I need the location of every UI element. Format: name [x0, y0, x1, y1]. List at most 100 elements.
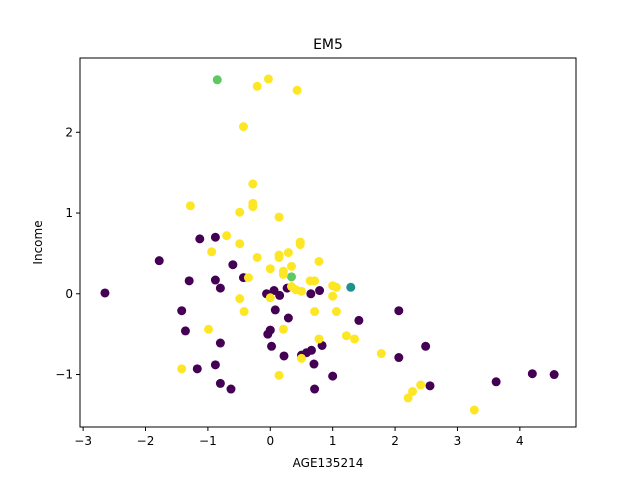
data-point-purple	[228, 260, 238, 270]
data-point-yellow	[314, 334, 324, 344]
y-tick-label: −1	[55, 368, 73, 382]
data-point-purple	[267, 341, 277, 351]
data-point-purple	[527, 369, 537, 379]
data-point-yellow	[235, 207, 245, 217]
data-point-yellow	[252, 81, 262, 91]
data-point-yellow	[238, 122, 248, 132]
data-point-purple	[279, 351, 289, 361]
data-point-purple	[425, 381, 435, 391]
data-point-green	[287, 272, 296, 282]
data-point-purple	[210, 232, 220, 242]
data-point-purple	[265, 325, 275, 335]
data-point-yellow	[310, 307, 320, 317]
data-point-purple	[215, 283, 225, 293]
data-point-purple	[549, 370, 559, 380]
data-point-yellow	[185, 201, 195, 211]
x-tick-label: 2	[391, 434, 399, 448]
data-point-yellow	[235, 294, 245, 304]
data-point-purple	[184, 276, 194, 286]
data-point-purple	[215, 338, 225, 348]
x-tick-label: 1	[329, 434, 337, 448]
data-point-yellow	[310, 276, 320, 286]
y-axis-label: Income	[31, 220, 45, 264]
y-tick-label: 1	[65, 206, 73, 220]
data-point-yellow	[265, 264, 275, 274]
data-point-yellow	[292, 85, 302, 95]
data-point-yellow	[469, 405, 479, 415]
x-tick-label: −2	[137, 434, 155, 448]
data-point-yellow	[278, 269, 288, 279]
y-tick-label: 0	[65, 287, 73, 301]
data-point-purple	[309, 359, 319, 369]
data-point-yellow	[222, 231, 232, 241]
data-point-purple	[226, 384, 236, 394]
data-point-yellow	[274, 212, 284, 222]
data-point-yellow	[296, 353, 306, 363]
data-point-purple	[394, 306, 404, 316]
data-point-purple	[306, 345, 316, 355]
data-point-purple	[310, 384, 320, 394]
data-point-yellow	[341, 331, 351, 341]
data-point-purple	[315, 286, 325, 296]
data-point-yellow	[248, 179, 258, 189]
data-point-green	[212, 75, 222, 85]
y-tick-label: 2	[65, 125, 73, 139]
data-point-yellow	[274, 252, 284, 262]
x-tick-label: −1	[199, 434, 217, 448]
data-point-purple	[177, 306, 187, 316]
data-point-yellow	[328, 291, 338, 301]
data-point-purple	[100, 288, 110, 298]
x-axis-label: AGE135214	[293, 456, 364, 470]
data-point-teal	[346, 282, 356, 292]
data-point-purple	[195, 234, 205, 244]
data-point-yellow	[239, 307, 249, 317]
data-point-yellow	[287, 261, 296, 271]
data-point-purple	[275, 290, 285, 300]
data-point-purple	[491, 377, 501, 387]
data-point-purple	[192, 364, 202, 374]
x-tick-label: 0	[266, 434, 274, 448]
x-tick-label: 3	[454, 434, 462, 448]
data-point-yellow	[376, 349, 386, 359]
data-point-purple	[306, 289, 316, 299]
data-point-yellow	[278, 324, 288, 334]
data-point-purple	[394, 353, 404, 363]
data-point-yellow	[331, 282, 341, 292]
data-point-purple	[210, 275, 220, 285]
data-point-purple	[328, 371, 338, 381]
chart-title: EM5	[313, 37, 343, 53]
data-point-yellow	[283, 248, 293, 258]
data-point-yellow	[243, 273, 253, 283]
data-point-yellow	[416, 380, 426, 390]
data-point-purple	[154, 256, 164, 266]
data-point-yellow	[403, 393, 413, 403]
x-ticks: −3 −2 −1 0 1 2 3 4	[74, 427, 524, 448]
data-point-purple	[283, 313, 293, 323]
data-point-yellow	[295, 240, 305, 250]
data-point-yellow	[248, 202, 258, 212]
data-point-yellow	[350, 334, 360, 344]
data-point-purple	[215, 378, 225, 388]
data-point-purple	[180, 326, 190, 336]
data-point-purple	[354, 315, 364, 325]
data-point-purple	[210, 360, 220, 370]
points-layer	[100, 74, 559, 415]
data-point-yellow	[265, 293, 275, 303]
axes-frame	[79, 57, 577, 428]
x-tick-label: 4	[516, 434, 524, 448]
data-point-yellow	[296, 286, 306, 296]
data-point-yellow	[177, 364, 187, 374]
y-ticks: −1 0 1 2	[55, 125, 80, 382]
data-point-yellow	[252, 252, 262, 262]
data-point-yellow	[274, 370, 284, 380]
data-point-yellow	[331, 307, 341, 317]
data-point-yellow	[314, 256, 324, 266]
data-point-purple	[421, 341, 431, 351]
data-point-yellow	[204, 324, 214, 334]
data-point-yellow	[263, 74, 273, 84]
data-point-yellow	[207, 247, 217, 257]
data-point-purple	[270, 305, 280, 315]
